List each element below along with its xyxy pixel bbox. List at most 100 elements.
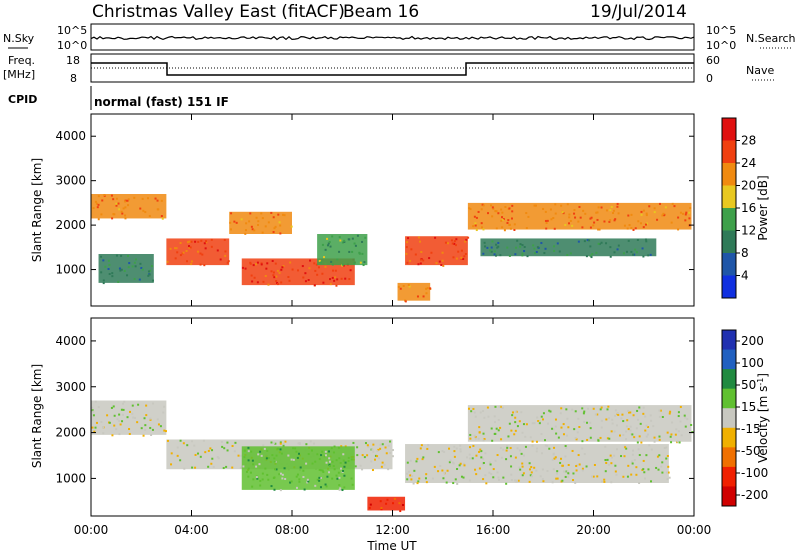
- echo-cell: [282, 213, 285, 216]
- echo-cell: [513, 479, 516, 482]
- echo-cell: [505, 458, 508, 461]
- echo-cell: [271, 454, 274, 457]
- echo-cell: [640, 213, 643, 216]
- echo-cell: [516, 239, 519, 242]
- echo-cell: [555, 432, 558, 435]
- echo-cell: [353, 242, 356, 245]
- y-tick-label: 4000: [55, 334, 86, 348]
- echo-cell: [506, 446, 509, 449]
- echo-cell: [689, 206, 692, 209]
- echo-cell: [551, 427, 554, 430]
- echo-cell: [339, 239, 342, 242]
- echo-cell: [589, 226, 592, 229]
- echo-cell: [256, 281, 259, 284]
- echo-cell: [523, 250, 526, 253]
- echo-cell: [339, 467, 342, 470]
- echo-cell: [475, 229, 478, 232]
- echo-cell: [267, 478, 270, 481]
- echo-cell: [635, 427, 638, 430]
- echo-cell: [425, 473, 428, 476]
- echo-cell: [642, 468, 645, 471]
- echo-cell: [313, 442, 316, 445]
- echo-cell: [463, 255, 466, 258]
- echo-cell: [511, 210, 514, 213]
- echo-cell: [322, 470, 325, 473]
- echo-cell: [353, 262, 356, 265]
- echo-cell: [128, 432, 131, 435]
- echo-cell: [320, 261, 323, 264]
- echo-cell: [541, 418, 544, 421]
- echo-cell: [677, 430, 680, 433]
- echo-cell: [605, 418, 608, 421]
- echo-cell: [126, 416, 129, 419]
- echo-cell: [499, 405, 502, 408]
- echo-cell: [420, 251, 423, 254]
- echo-cell: [595, 211, 598, 214]
- echo-cell: [453, 450, 456, 453]
- echo-cell: [592, 407, 595, 410]
- echo-cell: [453, 240, 456, 243]
- echo-cell: [529, 436, 532, 439]
- echo-cell: [559, 412, 562, 415]
- echo-cell: [370, 460, 373, 463]
- echo-cell: [506, 246, 509, 249]
- echo-cell: [627, 428, 630, 431]
- echo-cell: [533, 247, 536, 250]
- echo-cell: [260, 212, 263, 215]
- freq-label-line1: Freq.: [8, 54, 35, 67]
- echo-cell: [113, 213, 116, 216]
- echo-cell: [319, 477, 322, 480]
- echo-cell: [617, 212, 620, 215]
- echo-cell: [197, 452, 200, 455]
- echo-cell: [516, 447, 519, 450]
- echo-cell: [194, 453, 197, 456]
- echo-cell: [581, 440, 584, 443]
- echo-cell: [445, 481, 448, 484]
- echo-cell: [279, 224, 282, 227]
- echo-cell: [458, 464, 461, 467]
- echo-cell: [351, 237, 354, 240]
- echo-cell: [474, 222, 477, 225]
- echo-cell: [302, 475, 305, 478]
- echo-cell: [343, 474, 346, 477]
- echo-cell: [509, 455, 512, 458]
- echo-cell: [567, 473, 570, 476]
- echo-cell: [453, 455, 456, 458]
- echo-cell: [97, 406, 100, 409]
- echo-cell: [520, 411, 523, 414]
- echo-cell: [324, 454, 327, 457]
- echo-cell: [609, 255, 612, 258]
- echo-cell: [605, 242, 608, 245]
- echo-cell: [625, 447, 628, 450]
- echo-cell: [500, 208, 503, 211]
- echo-cell: [581, 226, 584, 229]
- echo-cell: [642, 406, 645, 409]
- echo-cell: [449, 459, 452, 462]
- echo-cell: [661, 471, 664, 474]
- echo-cell: [439, 464, 442, 467]
- echo-cell: [468, 446, 471, 449]
- echo-cell: [554, 457, 557, 460]
- echo-cell: [189, 246, 192, 249]
- echo-cell: [653, 440, 656, 443]
- echo-cell: [368, 506, 371, 509]
- echo-cell: [600, 419, 603, 422]
- echo-cell: [143, 417, 146, 420]
- echo-cell: [494, 459, 497, 462]
- echo-cell: [492, 476, 495, 479]
- echo-cell: [443, 450, 446, 453]
- echo-cell: [380, 508, 383, 511]
- colorbar-segment: [722, 185, 736, 209]
- echo-cell: [471, 457, 474, 460]
- echo-cell: [542, 207, 545, 210]
- echo-cell: [658, 202, 661, 205]
- y-tick-label: 1000: [55, 471, 86, 485]
- echo-cell: [406, 241, 409, 244]
- nave-tick-high: 60: [706, 54, 720, 67]
- echo-cell: [160, 215, 163, 218]
- echo-cell: [601, 480, 604, 483]
- echo-cell: [131, 404, 134, 407]
- echo-cell: [333, 468, 336, 471]
- echo-cell: [613, 219, 616, 222]
- echo-cell: [497, 241, 500, 244]
